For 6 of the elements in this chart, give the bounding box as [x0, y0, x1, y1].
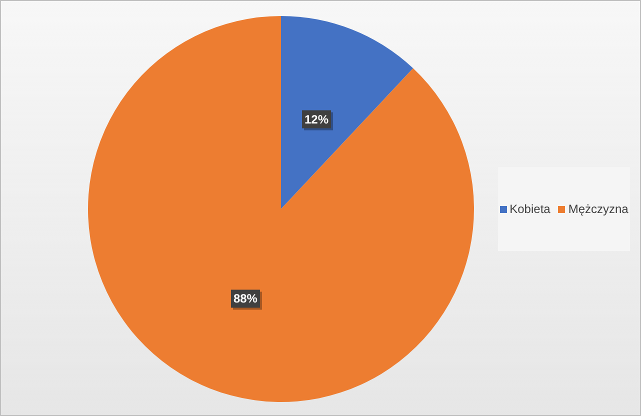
legend-label: Mężczyzna	[568, 202, 628, 216]
data-label: 88%	[233, 292, 258, 306]
pie-slice	[88, 16, 474, 402]
pie-slice	[281, 16, 414, 209]
data-label: 12%	[304, 112, 329, 126]
legend-label: Kobieta	[510, 202, 550, 216]
